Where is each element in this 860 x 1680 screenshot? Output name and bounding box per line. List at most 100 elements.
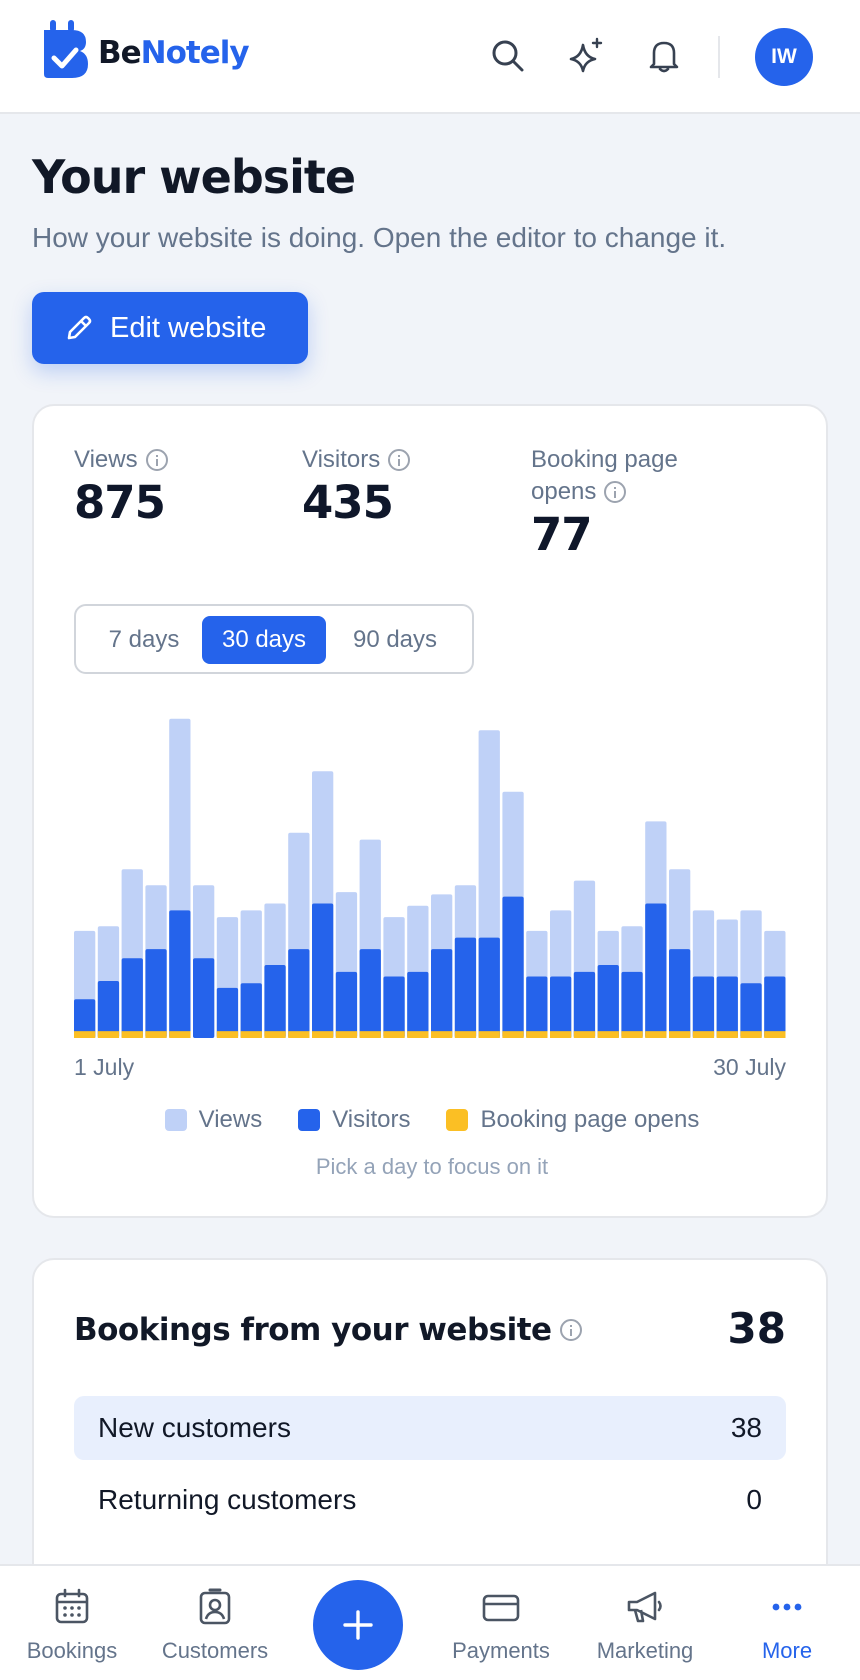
header-divider <box>718 36 720 78</box>
booking-opens-label-line1: Booking page <box>531 446 678 473</box>
bar-booking-opens[interactable] <box>335 1031 358 1038</box>
bar-visitors[interactable] <box>288 949 310 1038</box>
avatar[interactable]: IW <box>755 28 813 86</box>
tab-7-days[interactable]: 7 days <box>108 626 180 653</box>
bar-booking-opens[interactable] <box>97 1031 120 1038</box>
info-icon[interactable] <box>559 1319 582 1341</box>
info-icon[interactable] <box>388 449 411 471</box>
bar-booking-opens[interactable] <box>288 1031 310 1038</box>
bar-booking-opens[interactable] <box>526 1031 548 1038</box>
chart-legend: Views Visitors Booking page opens <box>34 1106 830 1134</box>
bar-visitors[interactable] <box>74 999 96 1038</box>
nav-more[interactable]: More <box>722 1588 852 1664</box>
bar-visitors[interactable] <box>193 958 215 1038</box>
bar-visitors[interactable] <box>669 949 691 1038</box>
nav-label: Marketing <box>596 1638 694 1663</box>
bar-booking-opens[interactable] <box>431 1031 453 1038</box>
bar-visitors[interactable] <box>359 949 381 1038</box>
bar-booking-opens[interactable] <box>740 1031 762 1038</box>
booking-opens-value: 77 <box>531 508 593 561</box>
legend-visitors[interactable]: Visitors <box>298 1106 410 1134</box>
returning-customers-row[interactable]: Returning customers 0 <box>74 1468 786 1532</box>
edit-website-button[interactable]: Edit website <box>32 292 308 364</box>
bar-visitors[interactable] <box>335 971 358 1038</box>
add-button[interactable] <box>313 1580 403 1670</box>
bar-visitors[interactable] <box>383 976 405 1038</box>
bar-booking-opens[interactable] <box>312 1031 334 1038</box>
bar-visitors[interactable] <box>97 981 120 1038</box>
bar-visitors[interactable] <box>216 987 239 1038</box>
new-customers-row[interactable]: New customers 38 <box>74 1396 786 1460</box>
bar-booking-opens[interactable] <box>764 1031 786 1038</box>
bar-booking-opens[interactable] <box>621 1031 643 1038</box>
bar-visitors[interactable] <box>312 903 334 1038</box>
nav-label: More <box>761 1638 813 1663</box>
legend-swatch-booking-opens <box>446 1109 469 1131</box>
bar-booking-opens[interactable] <box>645 1031 667 1038</box>
bar-visitors[interactable] <box>121 958 143 1038</box>
bar-visitors[interactable] <box>264 965 286 1038</box>
bar-visitors[interactable] <box>454 937 477 1038</box>
tab-30-days[interactable]: 30 days <box>202 616 326 664</box>
bar-visitors[interactable] <box>764 976 786 1038</box>
range-selector: 7 days 30 days 90 days <box>74 604 474 674</box>
bar-booking-opens[interactable] <box>216 1031 239 1038</box>
more-dots-icon <box>772 1603 802 1611</box>
bar-booking-opens[interactable] <box>478 1031 500 1038</box>
card-icon <box>482 1594 520 1622</box>
sparkles-icon[interactable] <box>566 36 606 76</box>
bar-visitors[interactable] <box>240 983 262 1038</box>
bar-booking-opens[interactable] <box>669 1031 691 1038</box>
bar-visitors[interactable] <box>645 903 667 1038</box>
bar-booking-opens[interactable] <box>74 1031 96 1038</box>
row-value: 0 <box>746 1484 762 1515</box>
nav-customers[interactable]: Customers <box>150 1588 280 1664</box>
nav-bookings[interactable]: Bookings <box>7 1588 137 1664</box>
bar-visitors[interactable] <box>145 949 167 1038</box>
brand-suffix: Notely <box>140 35 250 71</box>
bottom-nav: Bookings Customers Payments Marketing Mo… <box>0 1564 860 1680</box>
bar-visitors[interactable] <box>502 896 524 1038</box>
bar-visitors[interactable] <box>621 971 643 1038</box>
bar-visitors[interactable] <box>573 971 596 1038</box>
info-icon[interactable] <box>145 449 168 471</box>
bar-booking-opens[interactable] <box>240 1031 262 1038</box>
bar-booking-opens[interactable] <box>383 1031 405 1038</box>
bar-booking-opens[interactable] <box>502 1031 524 1038</box>
bar-visitors[interactable] <box>740 983 762 1038</box>
bar-visitors[interactable] <box>550 976 572 1038</box>
bar-booking-opens[interactable] <box>597 1031 619 1038</box>
legend-booking-opens[interactable]: Booking page opens <box>446 1106 699 1134</box>
bar-booking-opens[interactable] <box>692 1031 715 1038</box>
bar-visitors[interactable] <box>526 976 548 1038</box>
bar-visitors[interactable] <box>407 971 429 1038</box>
bar-booking-opens[interactable] <box>573 1031 596 1038</box>
bar-booking-opens[interactable] <box>145 1031 167 1038</box>
brand-logo[interactable]: BeNotely <box>42 20 250 80</box>
nav-payments[interactable]: Payments <box>436 1588 566 1664</box>
bar-booking-opens[interactable] <box>407 1031 429 1038</box>
info-icon[interactable] <box>604 481 627 503</box>
bar-visitors[interactable] <box>716 976 738 1038</box>
bar-booking-opens[interactable] <box>264 1031 286 1038</box>
pencil-icon <box>67 315 92 340</box>
nav-marketing[interactable]: Marketing <box>580 1588 710 1664</box>
search-icon[interactable] <box>488 36 528 76</box>
top-bar: BeNotely IW <box>0 0 860 114</box>
visitors-stat: Visitors 435 <box>302 444 411 529</box>
bar-visitors[interactable] <box>431 949 453 1038</box>
bell-icon[interactable] <box>644 36 684 76</box>
legend-views[interactable]: Views <box>164 1106 262 1134</box>
bar-visitors[interactable] <box>692 976 715 1038</box>
bar-booking-opens[interactable] <box>169 1031 191 1038</box>
bar-booking-opens[interactable] <box>454 1031 477 1038</box>
bar-visitors[interactable] <box>478 937 500 1038</box>
bar-visitors[interactable] <box>169 910 191 1038</box>
row-label: New customers <box>98 1412 291 1443</box>
tab-90-days[interactable]: 90 days <box>352 626 438 653</box>
bar-booking-opens[interactable] <box>121 1031 143 1038</box>
bar-booking-opens[interactable] <box>550 1031 572 1038</box>
bar-booking-opens[interactable] <box>716 1031 738 1038</box>
bar-booking-opens[interactable] <box>359 1031 381 1038</box>
bar-visitors[interactable] <box>597 965 619 1038</box>
